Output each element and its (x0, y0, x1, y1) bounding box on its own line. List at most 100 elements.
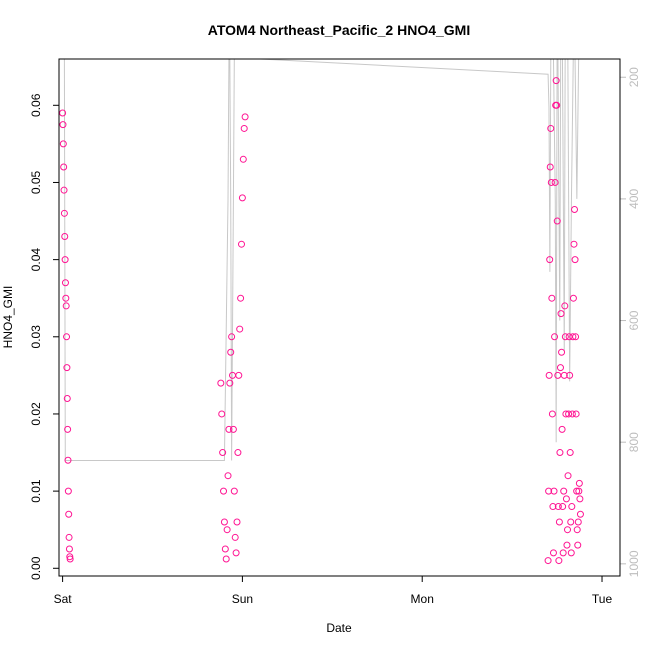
x-tick-label: Mon (411, 592, 434, 606)
data-point (547, 178, 555, 186)
y-tick-label: 0.03 (29, 325, 43, 349)
data-point (569, 333, 577, 341)
data-point (555, 518, 563, 526)
data-point (62, 302, 70, 310)
y-tick-label: 0.00 (29, 556, 43, 580)
data-point (224, 472, 232, 480)
data-point (551, 333, 559, 341)
data-point (231, 533, 239, 541)
x-axis-label: Date (326, 621, 352, 635)
data-point (225, 425, 233, 433)
pressure-line (62, 58, 581, 461)
data-point (570, 240, 578, 248)
data-point (549, 503, 557, 511)
data-point (564, 526, 571, 534)
data-point (222, 555, 230, 563)
data-point (227, 348, 235, 356)
points-layer (59, 77, 584, 565)
data-point (571, 256, 579, 264)
data-point (59, 140, 67, 148)
data-point (238, 240, 245, 248)
data-point (64, 487, 72, 495)
data-point (232, 549, 240, 557)
data-point (61, 256, 69, 264)
y2-tick-label: 200 (627, 67, 641, 87)
data-point (549, 549, 557, 557)
data-point (62, 294, 70, 302)
data-point (558, 348, 566, 356)
data-point (544, 557, 552, 565)
data-point (548, 294, 556, 302)
y2-tick-label: 800 (627, 432, 641, 452)
data-point (573, 526, 581, 534)
data-point (553, 101, 561, 109)
y2-tick-label: 600 (627, 310, 641, 330)
data-point (545, 371, 553, 379)
data-point (237, 294, 245, 302)
data-point (561, 302, 569, 310)
y-tick-label: 0.04 (29, 248, 43, 272)
data-point (60, 163, 68, 171)
data-point (556, 364, 564, 372)
data-point (575, 487, 583, 495)
data-point (552, 77, 560, 85)
y-tick-label: 0.06 (29, 93, 43, 117)
data-point (218, 410, 226, 418)
data-point (567, 549, 575, 557)
data-point (236, 325, 244, 333)
data-point (566, 371, 574, 379)
data-point (228, 333, 236, 341)
data-point (59, 121, 67, 129)
data-point (220, 518, 228, 526)
chart-title: ATOM4 Northeast_Pacific_2 HNO4_GMI (208, 22, 470, 38)
data-point (565, 410, 573, 418)
data-point (219, 449, 227, 457)
data-point (238, 194, 246, 202)
data-point (559, 503, 567, 511)
data-point (573, 487, 581, 495)
data-point (63, 333, 71, 341)
data-point (65, 510, 73, 518)
data-point (576, 495, 584, 503)
y-tick-label: 0.02 (29, 402, 43, 426)
data-point (63, 364, 71, 372)
data-point (61, 279, 69, 287)
data-point (560, 487, 568, 495)
data-point (571, 205, 579, 213)
data-point (239, 155, 247, 163)
y2-tick-label: 1000 (627, 550, 641, 577)
data-point (568, 503, 576, 511)
data-point (221, 545, 229, 553)
data-point (561, 333, 569, 341)
data-point (226, 379, 234, 387)
data-point (241, 113, 249, 121)
data-point (233, 518, 241, 526)
data-point (240, 124, 248, 132)
data-point (568, 410, 576, 418)
pressure-line-layer (62, 58, 581, 461)
data-point (559, 549, 567, 557)
y-tick-label: 0.05 (29, 170, 43, 194)
data-point (556, 449, 564, 457)
data-point (560, 371, 568, 379)
data-point (229, 425, 237, 433)
data-point (65, 533, 73, 541)
data-point (66, 555, 74, 563)
data-point (235, 371, 243, 379)
data-point (557, 310, 565, 318)
data-point (567, 518, 575, 526)
data-point (59, 109, 67, 117)
data-point (65, 545, 73, 553)
data-point (574, 518, 582, 526)
data-point (234, 449, 242, 457)
data-point (564, 472, 572, 480)
data-point (553, 217, 561, 225)
data-point (555, 557, 563, 565)
data-point (575, 479, 583, 487)
data-point (61, 232, 69, 240)
data-point (223, 526, 231, 534)
axes-layer: Sat Sun Mon Tue 0.00 0.01 0.02 0.03 0.04 0.05 0.06… (29, 67, 641, 606)
data-point (545, 487, 553, 495)
data-point (230, 487, 238, 495)
